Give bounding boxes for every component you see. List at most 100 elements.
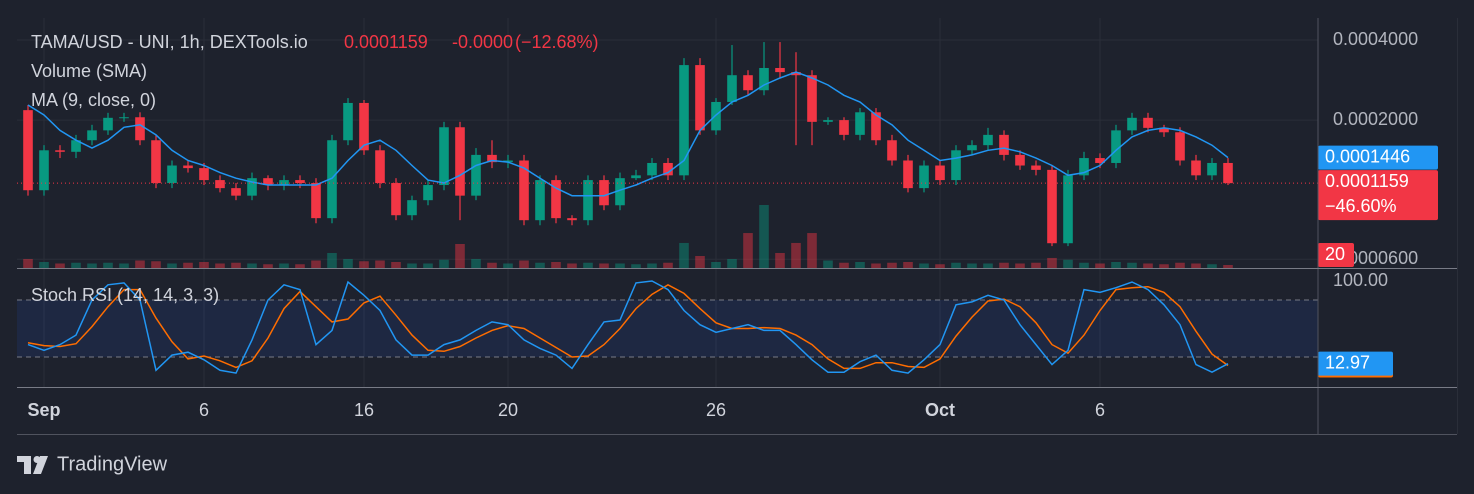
candle-body (1175, 132, 1185, 161)
volume-bar (567, 263, 577, 268)
volume-bar (1159, 264, 1169, 268)
stoch-pane (17, 280, 1318, 374)
logo-part (17, 456, 31, 474)
volume-bar (807, 233, 817, 268)
candle-body (1143, 117, 1153, 128)
x-tick-label: Sep (27, 400, 60, 420)
candle-body (263, 178, 273, 186)
volume-bar (119, 263, 129, 268)
volume-bar (1095, 263, 1105, 268)
volume-badge (1318, 243, 1354, 267)
y-tick-label: 0.0004000 (1333, 29, 1418, 49)
candle-body (279, 180, 289, 186)
candle-body (327, 140, 337, 219)
volume-bar (663, 262, 673, 268)
volume-bar (391, 262, 401, 268)
x-tick-label: 6 (1095, 400, 1105, 420)
candle-body (535, 180, 545, 221)
candle-body (23, 110, 33, 191)
volume-bar (551, 262, 561, 268)
last-price: 0.0001159 (344, 32, 428, 52)
volume-bar (1191, 263, 1201, 268)
logo-part (33, 456, 48, 474)
volume-bar (935, 264, 945, 268)
candle-body (55, 150, 65, 152)
candle-body (455, 127, 465, 196)
volume-bar (183, 262, 193, 268)
volume-bar (823, 260, 833, 268)
candle-body (295, 180, 305, 184)
symbol: TAMA/USD - UNI, 1h, DEXTools.io (31, 32, 308, 52)
candle-body (343, 102, 353, 141)
candle-body (375, 150, 385, 184)
volume-bar (359, 261, 369, 268)
candle-body (231, 188, 241, 196)
volume-bar (599, 263, 609, 268)
volume-bar (423, 263, 433, 268)
volume-bar (23, 259, 33, 268)
candle-body (919, 165, 929, 189)
legend-line: TAMA/USD - UNI, 1h, DEXTools.io 0.000115… (31, 32, 599, 52)
x-tick-label: 16 (354, 400, 374, 420)
candle-body (167, 165, 177, 184)
candle-body (983, 134, 993, 146)
candle-body (199, 168, 209, 181)
volume-bar (743, 233, 753, 268)
volume-bar (711, 262, 721, 268)
volume-bar (311, 260, 321, 268)
candle-body (439, 127, 449, 186)
stoch-line (27, 280, 1229, 374)
indicator-label: MA (9, close, 0) (31, 90, 156, 110)
candle-body (1047, 169, 1057, 244)
candle-body (519, 160, 529, 221)
candle-body (103, 117, 113, 131)
x-tick-label: 26 (706, 400, 726, 420)
volume-bar (71, 262, 81, 268)
volume-bar (903, 262, 913, 268)
candle-body (423, 185, 433, 201)
volume-bar (1063, 259, 1073, 268)
time-axis: Sep 6 16 20 26 Oct 6 (27, 400, 1105, 420)
volume-bar (647, 263, 657, 268)
candle-body (151, 140, 161, 184)
candle-body (503, 160, 513, 163)
stoch-badge (1318, 351, 1393, 376)
candle-body (391, 183, 401, 216)
ma-badge-label: 0.0001446 (1325, 146, 1410, 166)
y-tick-label: 0.0002000 (1333, 109, 1418, 129)
volume-bar (1127, 262, 1137, 268)
candle-body (743, 75, 753, 91)
volume-bar (951, 262, 961, 268)
volume-bar (535, 262, 545, 268)
band (17, 300, 1318, 357)
volume-bar (151, 261, 161, 268)
x-tick-label: 6 (199, 400, 209, 420)
volume-bar (327, 253, 337, 268)
candle-body (1031, 165, 1041, 170)
volume-bar (471, 259, 481, 268)
candle-body (999, 134, 1009, 155)
volume-bar (871, 263, 881, 268)
volume-bar (215, 263, 225, 268)
volume-bar (1015, 263, 1025, 268)
candle-body (551, 180, 561, 219)
candle-body (359, 102, 369, 151)
volume-bar (695, 256, 705, 268)
volume-bar (775, 253, 785, 268)
candle-body (631, 175, 641, 179)
candle-body (39, 150, 49, 191)
candle-body (1063, 175, 1073, 244)
volume-bar (199, 262, 209, 268)
candle-body (951, 150, 961, 181)
volume-bar (1175, 262, 1185, 268)
volume-bar (455, 244, 465, 268)
candle-body (935, 165, 945, 181)
volume-bar (1111, 262, 1121, 268)
candle-body (679, 65, 689, 176)
candle-body (183, 165, 193, 169)
candle-body (807, 75, 817, 122)
volume-bar (231, 262, 241, 268)
candle-body (71, 140, 81, 152)
candle-body (1095, 158, 1105, 163)
